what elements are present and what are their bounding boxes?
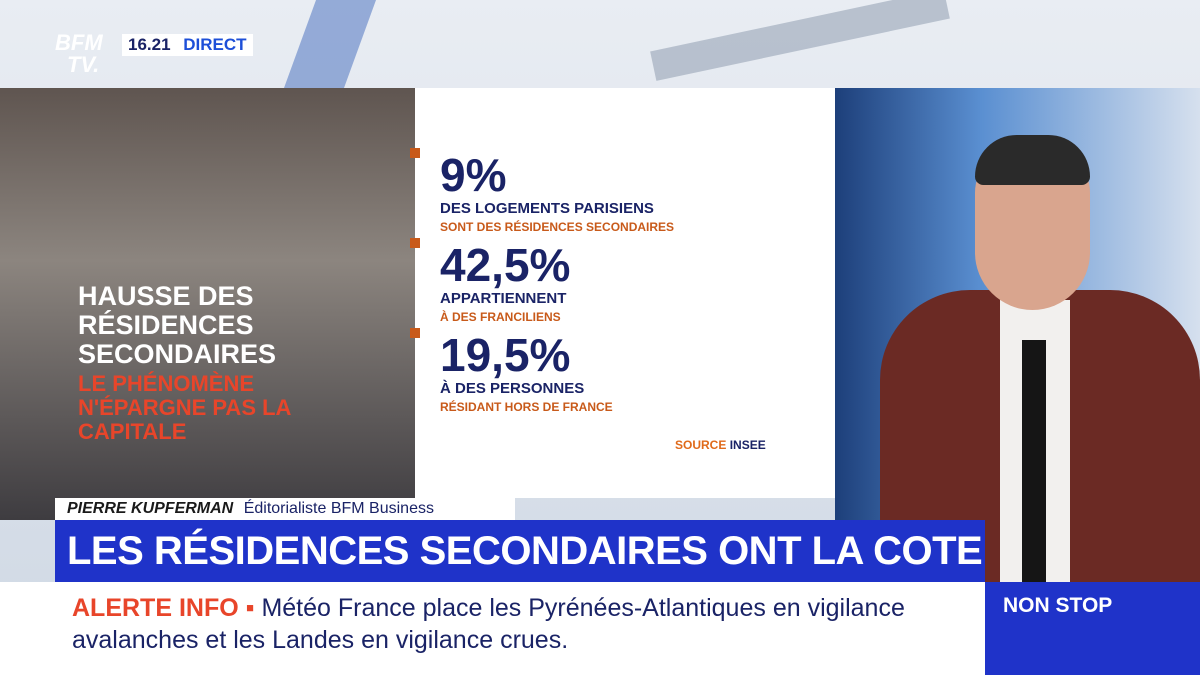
decor: [283, 0, 377, 88]
overlay-subtitle: LE PHÉNOMÈNE: [78, 371, 255, 396]
decor: [650, 0, 950, 81]
stats-panel: [415, 88, 835, 498]
stat-line: APPARTIENNENT: [440, 290, 567, 307]
speaker-role: Éditorialiste BFM Business: [243, 500, 434, 517]
stat-line: À DES FRANCILIENS: [440, 310, 561, 324]
stat: 19,5% À DES PERSONNES RÉSIDANT HORS DE FRA…: [410, 328, 820, 414]
source: SOURCE INSEE: [675, 438, 766, 452]
speaker-name: PIERRE KUPFERMAN: [67, 500, 234, 517]
stat-line: DES LOGEMENTS PARISIENS: [440, 200, 654, 217]
ticker-label: ALERTE INFO: [72, 594, 239, 622]
stat-bullet: [410, 148, 420, 158]
overlay-title: RÉSIDENCES: [78, 310, 254, 340]
time: 16.21: [128, 35, 171, 54]
stat-figure: 42,5%: [440, 239, 571, 291]
headline: LES RÉSIDENCES SECONDAIRES ONT LA COTE: [55, 520, 985, 582]
ticker: ALERTE INFO ▪ Météo France place les Pyr…: [72, 594, 905, 654]
overlay-subtitle: N'ÉPARGNE PAS LA: [78, 395, 292, 420]
stat: 42,5% APPARTIENNENT À DES FRANCILIENS: [410, 238, 820, 324]
stat-line: SONT DES RÉSIDENCES SECONDAIRES: [440, 220, 675, 234]
logo: BFM: [55, 30, 103, 55]
stat-line: À DES PERSONNES: [440, 380, 585, 397]
stat: 9% DES LOGEMENTS PARISIENS SONT DES RÉSIDE…: [410, 148, 820, 234]
status: DIRECT: [183, 35, 247, 54]
stat-bullet: [410, 328, 420, 338]
source-label: SOURCE: [675, 438, 727, 452]
overlay-title: HAUSSE DES: [78, 281, 254, 311]
badge: NON STOP: [985, 582, 1200, 675]
source-name: INSEE: [729, 438, 766, 452]
logo: TV.: [67, 52, 100, 77]
stat-figure: 19,5%: [440, 329, 571, 381]
stat-bullet: [410, 238, 420, 248]
speaker-bar: PIERRE KUPFERMAN Éditorialiste BFM Busin…: [55, 498, 515, 520]
ticker-bar: [0, 582, 985, 675]
stat-figure: 9%: [440, 149, 507, 201]
overlay-subtitle: CAPITALE: [78, 419, 187, 444]
presenter-tie: [1022, 340, 1046, 590]
stat-line: RÉSIDANT HORS DE FRANCE: [440, 400, 613, 414]
overlay-title: SECONDAIRES: [78, 339, 277, 369]
photo-rooftops: [0, 88, 415, 520]
presenter-hair: [975, 135, 1090, 185]
ticker-text: Météo France place les Pyrénées-Atlantiq…: [72, 594, 905, 654]
